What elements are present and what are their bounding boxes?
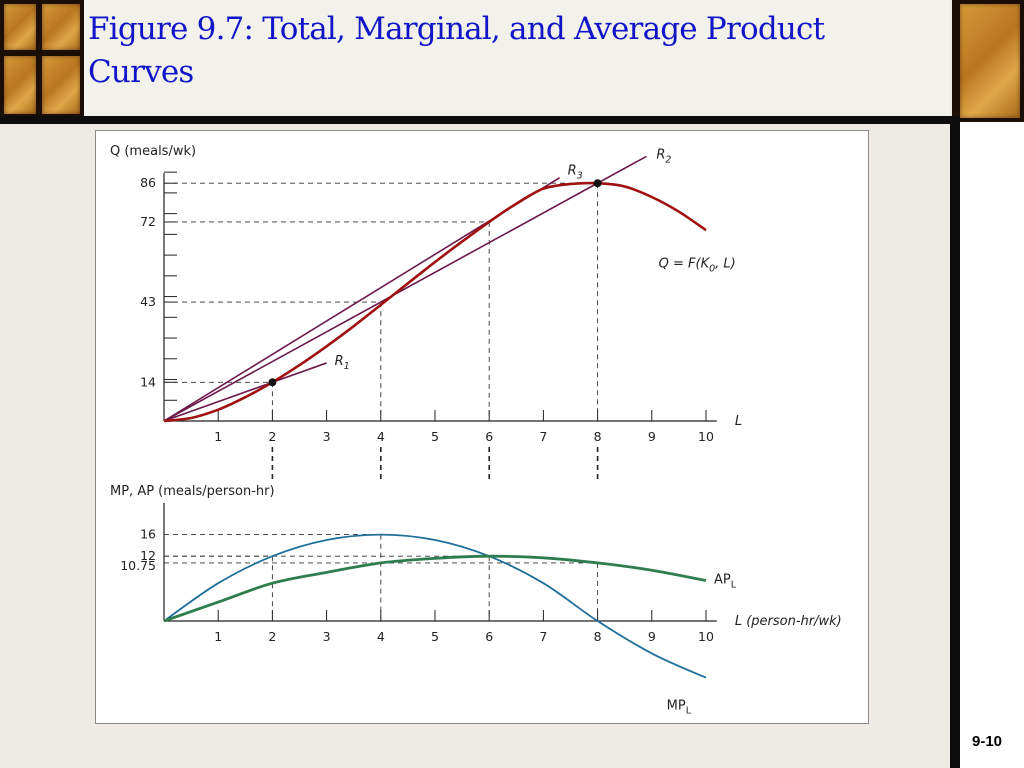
tile <box>4 56 36 114</box>
x-tick-label: 3 <box>323 629 331 644</box>
y-axis-label: MP, AP (meals/person-hr) <box>110 484 275 499</box>
y-tick-label: 10.75 <box>120 558 156 573</box>
mp-curve-label: MPL <box>667 699 692 717</box>
average-product-curve <box>163 554 707 623</box>
x-tick-label: 3 <box>323 429 331 444</box>
x-tick-label: 7 <box>539 429 547 444</box>
tile <box>42 56 80 114</box>
x-tick-label: 4 <box>377 629 385 644</box>
ray-label-r3: R3 <box>568 164 583 182</box>
figure-frame: Q (meals/wk) L 86 72 43 14 1 2 3 4 5 6 7 8 9 10 R1 R2 R3 Q … <box>95 130 869 724</box>
x-tick-label: 1 <box>214 429 222 444</box>
ray-label-r1: R1 <box>335 354 350 372</box>
y-tick-label: 12 <box>140 548 156 563</box>
y-axis-label: Q (meals/wk) <box>110 144 196 159</box>
side-panel <box>960 122 1024 768</box>
x-tick-label: 9 <box>648 629 656 644</box>
x-tick-label: 10 <box>698 429 714 444</box>
x-tick-label: 6 <box>485 629 493 644</box>
total-product-axes: Q (meals/wk) L 86 72 43 14 1 2 3 4 5 6 7 8 9 10 R1 R2 R3 Q … <box>110 144 742 444</box>
ray-label-r2: R2 <box>656 147 671 165</box>
x-tick-label: 5 <box>431 429 439 444</box>
y-tick-label: 86 <box>140 175 156 190</box>
x-tick-label: 5 <box>431 629 439 644</box>
decorative-tiles-right <box>952 0 1024 122</box>
x-tick-label: 1 <box>214 629 222 644</box>
x-tick-label: 2 <box>268 629 276 644</box>
decorative-tiles-left <box>0 0 84 118</box>
x-tick-label: 10 <box>698 629 714 644</box>
panel-connector-lines <box>271 447 599 481</box>
y-tick-label: 72 <box>140 214 156 229</box>
total-product-curve-label: Q = F(K0, L) <box>659 257 736 275</box>
x-tick-label: 9 <box>648 429 656 444</box>
ray-line <box>163 155 647 422</box>
page-number: 9-10 <box>972 733 1003 750</box>
tile <box>960 4 1020 118</box>
marked-point <box>593 179 602 188</box>
x-axis-label: L (person-hr/wk) <box>735 614 842 629</box>
x-tick-label: 8 <box>594 629 602 644</box>
y-tick-label: 43 <box>140 294 156 309</box>
tile <box>42 4 80 50</box>
x-tick-label: 6 <box>485 429 493 444</box>
title-box: Figure 9.7: Total, Marginal, and Average… <box>84 0 950 117</box>
ap-curve-label: APL <box>714 573 737 591</box>
y-tick-label: 16 <box>140 527 156 542</box>
marked-point <box>268 378 277 387</box>
slide-title: Figure 9.7: Total, Marginal, and Average… <box>88 11 825 90</box>
x-tick-label: 7 <box>539 629 547 644</box>
mp-ap-axes: MP, AP (meals/person-hr) L (person-hr/wk)… <box>110 484 842 717</box>
x-tick-label: 8 <box>594 429 602 444</box>
marginal-product-curve <box>163 533 707 679</box>
x-tick-label: 4 <box>377 429 385 444</box>
y-tick-label: 14 <box>140 374 156 389</box>
divider-band <box>0 116 960 124</box>
x-axis-label: L <box>735 414 742 429</box>
ray-line <box>163 362 327 422</box>
divider-bar <box>950 116 960 768</box>
x-tick-label: 2 <box>268 429 276 444</box>
tile <box>4 4 36 50</box>
total-product-curve <box>163 181 707 423</box>
